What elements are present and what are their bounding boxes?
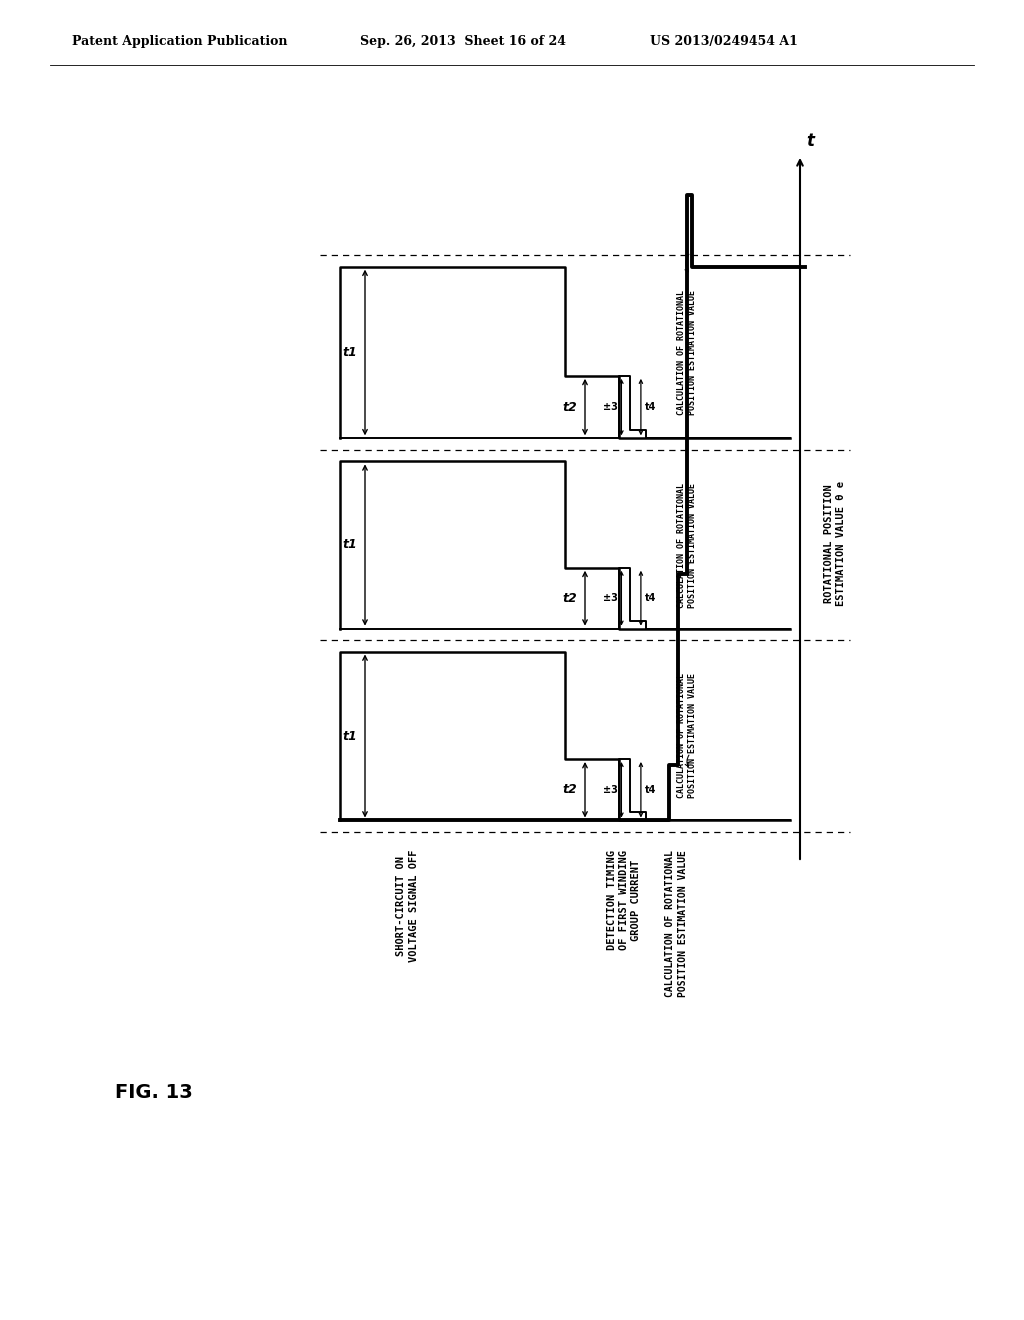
Text: t2: t2 [562, 783, 577, 796]
Text: CALCULATION OF ROTATIONAL
POSITION ESTIMATION VALUE: CALCULATION OF ROTATIONAL POSITION ESTIM… [666, 850, 688, 997]
Text: ±3: ±3 [602, 593, 617, 603]
Text: CALCULATION OF ROTATIONAL
POSITION ESTIMATION VALUE: CALCULATION OF ROTATIONAL POSITION ESTIM… [677, 483, 696, 607]
Text: t1: t1 [342, 346, 357, 359]
Text: CALCULATION OF ROTATIONAL
POSITION ESTIMATION VALUE: CALCULATION OF ROTATIONAL POSITION ESTIM… [677, 290, 696, 414]
Text: t2: t2 [562, 591, 577, 605]
Text: t4: t4 [645, 593, 656, 603]
Text: DETECTION TIMING
OF FIRST WINDING
GROUP CURRENT: DETECTION TIMING OF FIRST WINDING GROUP … [606, 850, 641, 950]
Text: ±3: ±3 [602, 785, 617, 795]
Text: t1: t1 [342, 539, 357, 552]
Text: Sep. 26, 2013  Sheet 16 of 24: Sep. 26, 2013 Sheet 16 of 24 [360, 36, 566, 49]
Text: t1: t1 [342, 730, 357, 742]
Text: ROTATIONAL POSITION
ESTIMATION VALUE θ e: ROTATIONAL POSITION ESTIMATION VALUE θ e [823, 480, 846, 606]
Text: FIG. 13: FIG. 13 [115, 1082, 193, 1101]
Text: ±3: ±3 [602, 403, 617, 412]
Text: t4: t4 [645, 403, 656, 412]
Text: t4: t4 [645, 785, 656, 795]
Text: US 2013/0249454 A1: US 2013/0249454 A1 [650, 36, 798, 49]
Text: CALCULATION OF ROTATIONAL
POSITION ESTIMATION VALUE: CALCULATION OF ROTATIONAL POSITION ESTIM… [677, 673, 696, 799]
Text: t: t [806, 132, 814, 150]
Text: t2: t2 [562, 400, 577, 413]
Text: SHORT-CIRCUIT ON
VOLTAGE SIGNAL OFF: SHORT-CIRCUIT ON VOLTAGE SIGNAL OFF [396, 850, 419, 962]
Text: Patent Application Publication: Patent Application Publication [72, 36, 288, 49]
